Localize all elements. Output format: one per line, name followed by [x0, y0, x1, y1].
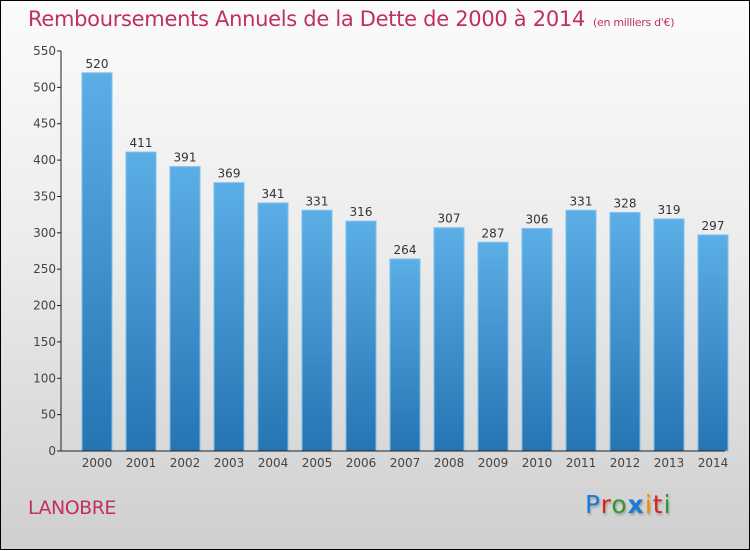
x-tick-label-2006: 2006 — [346, 456, 377, 470]
title-text: Remboursements Annuels de la Dette de 20… — [28, 7, 585, 31]
logo-letter: t — [652, 490, 664, 519]
value-label-2003: 369 — [218, 167, 241, 181]
x-tick-label-2002: 2002 — [170, 456, 201, 470]
bar-2011 — [565, 209, 597, 452]
x-tick-label-2008: 2008 — [434, 456, 465, 470]
bar-2006 — [345, 220, 377, 452]
value-label-2001: 411 — [130, 136, 153, 150]
bar-2009 — [477, 241, 509, 452]
y-tick-label-0: 0 — [48, 444, 56, 458]
value-label-2004: 341 — [262, 187, 285, 201]
x-tick-label-2013: 2013 — [654, 456, 685, 470]
x-tick-label-2005: 2005 — [302, 456, 333, 470]
logo-letter: i — [663, 490, 672, 519]
y-tick-label-250: 250 — [33, 262, 56, 276]
value-label-2014: 297 — [702, 219, 725, 233]
x-tick-label-2007: 2007 — [390, 456, 421, 470]
bar-2003 — [213, 182, 245, 452]
y-tick-label-150: 150 — [33, 335, 56, 349]
value-label-2005: 331 — [306, 194, 329, 208]
y-tick-label-400: 400 — [33, 153, 56, 167]
x-tick-label-2012: 2012 — [610, 456, 641, 470]
logo-letter: o — [611, 490, 628, 519]
y-tick-label-100: 100 — [33, 371, 56, 385]
y-tick-label-200: 200 — [33, 299, 56, 313]
value-label-2006: 316 — [350, 205, 373, 219]
x-tick-label-2003: 2003 — [214, 456, 245, 470]
value-label-2009: 287 — [482, 226, 505, 240]
logo-letter: r — [600, 490, 612, 519]
x-tick-label-2001: 2001 — [126, 456, 157, 470]
value-label-2000: 520 — [86, 57, 109, 71]
bar-2005 — [301, 209, 333, 452]
bar-2002 — [169, 166, 201, 452]
x-tick-label-2000: 2000 — [82, 456, 113, 470]
bar-2001 — [125, 151, 157, 452]
bar-2013 — [653, 218, 685, 452]
x-tick-label-2014: 2014 — [698, 456, 729, 470]
logo-letter: x — [627, 490, 645, 519]
bar-2007 — [389, 258, 421, 452]
town-name: LANOBRE — [28, 497, 116, 519]
bar-2008 — [433, 227, 465, 452]
y-tick-label-500: 500 — [33, 80, 56, 94]
bar-2010 — [521, 227, 553, 452]
bar-2012 — [609, 211, 641, 452]
value-label-2013: 319 — [658, 203, 681, 217]
y-tick-label-450: 450 — [33, 117, 56, 131]
chart-subtitle: (en milliers d'€) — [593, 16, 675, 29]
bar-2004 — [257, 202, 289, 452]
y-tick-label-350: 350 — [33, 189, 56, 203]
logo-letter: P — [585, 490, 601, 519]
x-tick-label-2011: 2011 — [566, 456, 597, 470]
bar-2000 — [81, 72, 113, 452]
value-label-2012: 328 — [614, 196, 637, 210]
value-label-2007: 264 — [394, 243, 417, 257]
chart-title: Remboursements Annuels de la Dette de 20… — [28, 7, 674, 31]
y-tick-label-50: 50 — [41, 408, 56, 422]
axes-group: 2000 2001 2002 2003 2004 2005 2006 2007 2008 2009… — [33, 44, 728, 470]
y-tick-label-550: 550 — [33, 44, 56, 58]
value-label-2011: 331 — [570, 194, 593, 208]
value-label-2008: 307 — [438, 212, 461, 226]
y-tick-label-300: 300 — [33, 226, 56, 240]
proxiti-logo[interactable]: Proxiti — [585, 490, 672, 519]
x-tick-label-2010: 2010 — [522, 456, 553, 470]
bar-2014 — [697, 234, 729, 452]
logo-letter: i — [644, 490, 653, 519]
value-label-2010: 306 — [526, 212, 549, 226]
value-label-2002: 391 — [174, 151, 197, 165]
x-tick-label-2004: 2004 — [258, 456, 289, 470]
bars-group: 520 411 391 369 341 331 316 264 307 287 306 331 328 3… — [81, 57, 729, 452]
x-tick-label-2009: 2009 — [478, 456, 509, 470]
